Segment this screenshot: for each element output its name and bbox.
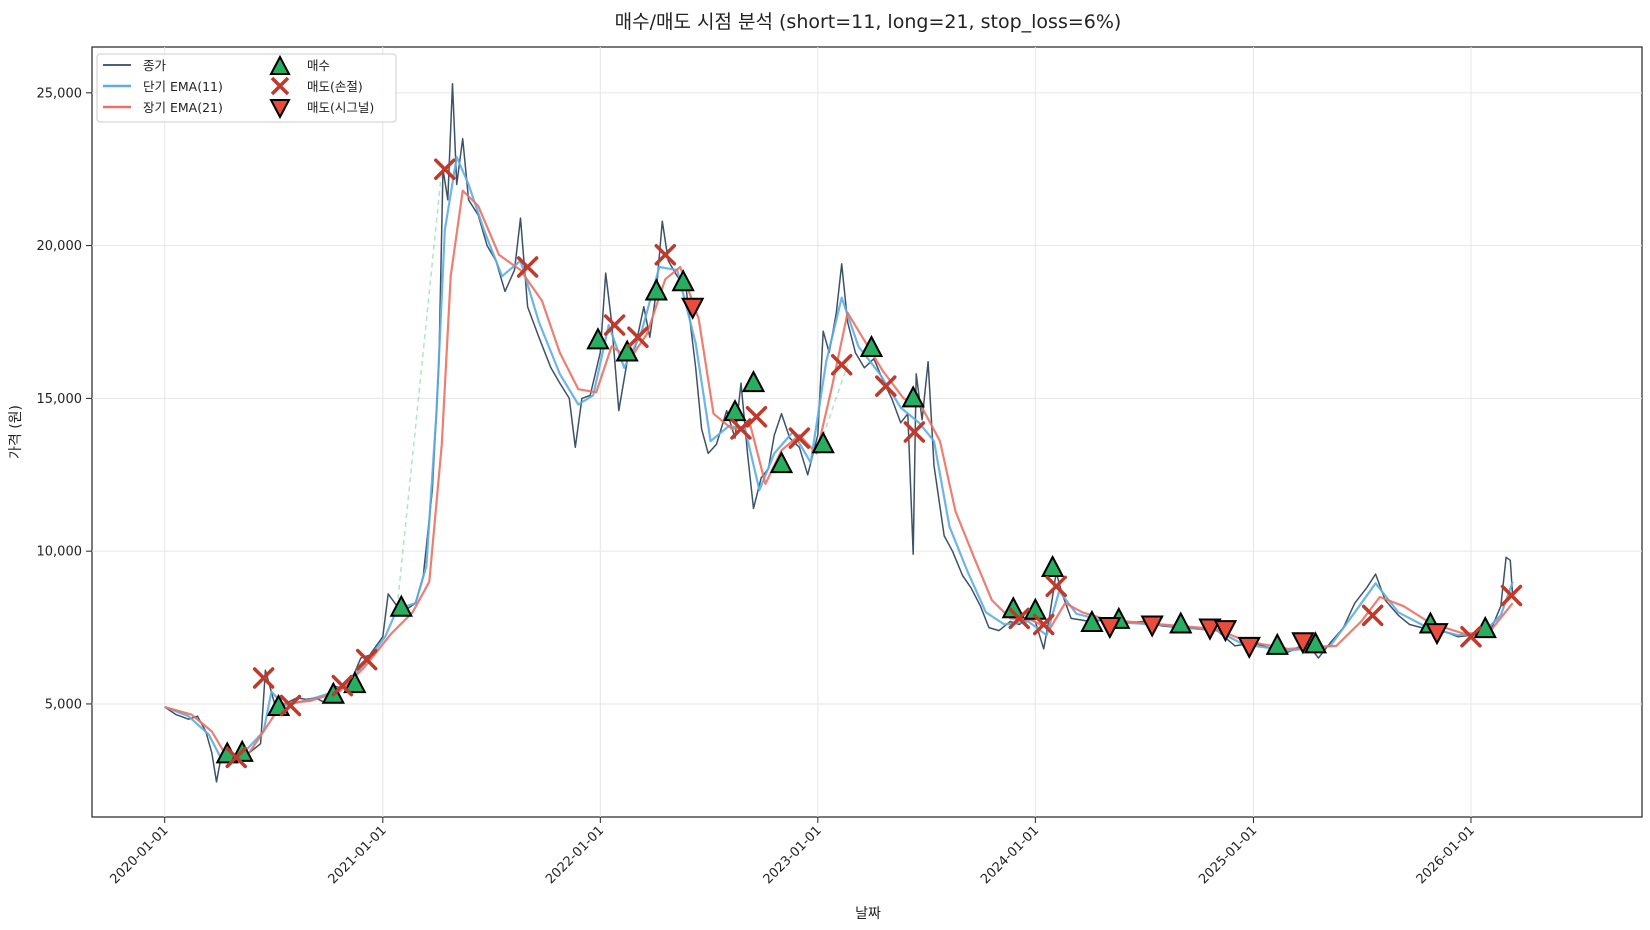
y-tick-label: 10,000: [37, 545, 83, 560]
x-tick-label: 2022-01-01: [543, 823, 607, 887]
x-tick-label: 2021-01-01: [326, 823, 390, 887]
legend-signal-label: 매도(시그널): [307, 100, 374, 115]
y-axis-label: 가격 (원): [8, 405, 24, 459]
legend-long-ema-label: 장기 EMA(21): [143, 100, 223, 115]
chart-title: 매수/매도 시점 분석 (short=11, long=21, stop_los…: [615, 11, 1122, 33]
legend-short-ema-label: 단기 EMA(11): [143, 79, 223, 94]
x-tick-label: 2026-01-01: [1414, 823, 1478, 887]
x-tick-label: 2025-01-01: [1196, 823, 1260, 887]
x-tick-label: 2020-01-01: [107, 823, 171, 887]
legend-close-label: 종가: [143, 58, 167, 73]
y-tick-label: 20,000: [37, 239, 83, 254]
legend-buy-label: 매수: [307, 58, 330, 73]
legend: 종가 단기 EMA(11) 장기 EMA(21) 매수 매도(손절) 매도(시그…: [97, 54, 396, 122]
x-tick-label: 2023-01-01: [761, 823, 825, 887]
x-tick-label: 2024-01-01: [978, 823, 1042, 887]
y-tick-label: 25,000: [37, 86, 83, 101]
y-tick-label: 15,000: [37, 392, 83, 407]
x-axis-ticks: 2020-01-01 2021-01-01 2022-01-01 2023-01-01…: [107, 817, 1477, 887]
y-axis-ticks: 5,000 10,000 15,000 20,000 25,000: [37, 86, 93, 712]
x-axis-label: 날짜: [855, 906, 881, 922]
legend-stop-label: 매도(손절): [307, 79, 363, 94]
y-tick-label: 5,000: [45, 697, 82, 712]
